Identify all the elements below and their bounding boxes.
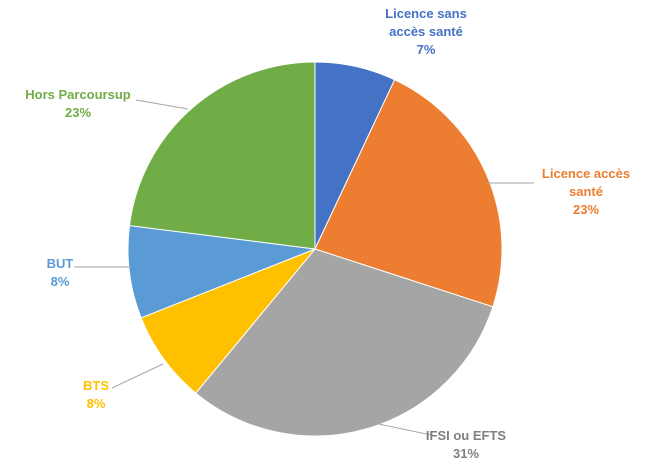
pie-slice-2 (314, 79, 503, 308)
data-label-3: IFSI ou EFTS 31% (426, 428, 506, 461)
slice-percent-5: 8% (51, 274, 70, 289)
leader-line-4 (111, 363, 164, 389)
slice-percent-4: 8% (87, 396, 106, 411)
slice-label-2-line-1: Licence accès (542, 166, 630, 181)
data-label-5: BUT 8% (47, 256, 74, 289)
slice-label-1-line-1: Licence sans (385, 6, 467, 21)
slice-percent-1: 7% (417, 42, 436, 57)
slice-percent-2: 23% (573, 202, 599, 217)
leader-lines-layer (74, 99, 534, 437)
data-label-1: Licence sans accès santé 7% (385, 6, 467, 57)
leader-line-3 (373, 422, 437, 437)
data-label-6: Hors Parcoursup 23% (25, 87, 131, 120)
slice-percent-3: 31% (453, 446, 479, 461)
pie-slice-5 (127, 225, 316, 319)
data-label-2: Licence accès santé 23% (542, 166, 630, 217)
data-label-4: BTS 8% (83, 378, 109, 411)
slice-label-6-line-1: Hors Parcoursup (25, 87, 131, 102)
slice-label-3-line-1: IFSI ou EFTS (426, 428, 506, 443)
pie-slice-6 (128, 61, 316, 250)
leader-line-6 (135, 99, 189, 110)
slice-label-5-line-1: BUT (47, 256, 74, 271)
slices-layer (127, 61, 503, 437)
pie-slice-4 (140, 248, 316, 394)
slice-percent-6: 23% (65, 105, 91, 120)
pie-slice-3 (195, 248, 494, 437)
slice-label-1-line-2: accès santé (389, 24, 463, 39)
data-labels-layer: Licence sans accès santé 7% Licence accès sa… (25, 6, 630, 461)
slice-label-4-line-1: BTS (83, 378, 109, 393)
slice-label-2-line-2: santé (569, 184, 603, 199)
